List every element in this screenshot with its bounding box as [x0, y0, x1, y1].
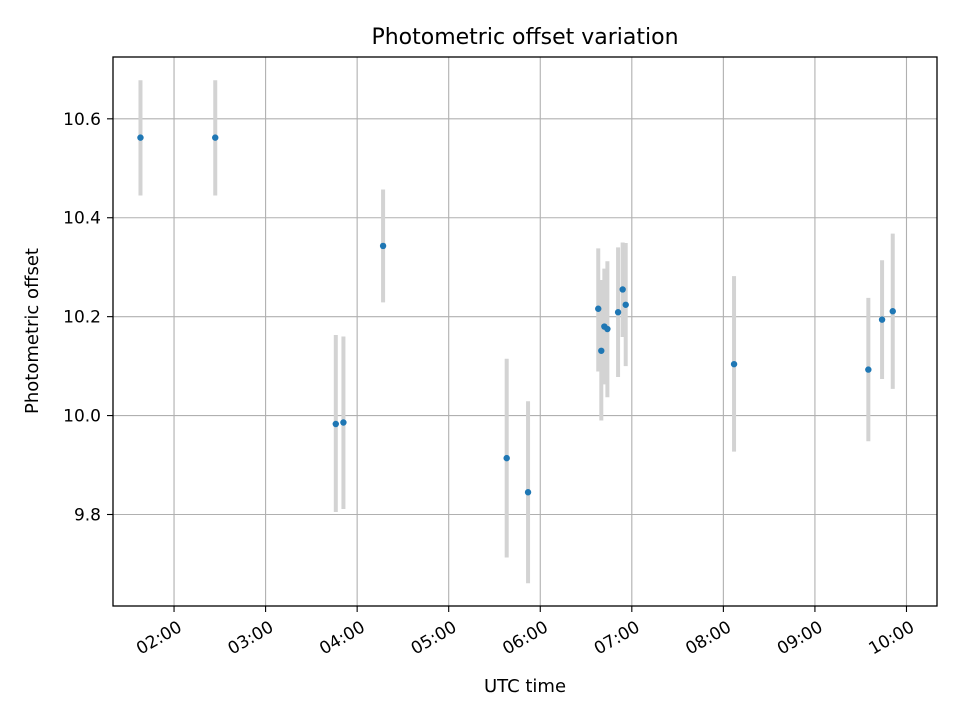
y-tick-label: 10.6 [63, 110, 101, 130]
data-point [595, 305, 602, 312]
data-point [212, 134, 219, 141]
y-axis-label: Photometric offset [22, 248, 43, 414]
y-tick-label: 10.2 [63, 308, 101, 328]
plot-area-frame [112, 56, 938, 607]
y-tick-label: 10.4 [63, 209, 101, 229]
x-axis-label: UTC time [484, 676, 566, 697]
y-tick-label: 9.8 [74, 506, 101, 526]
data-point [524, 489, 532, 496]
data-point [503, 454, 510, 462]
data-point [598, 347, 605, 354]
data-point [379, 242, 387, 250]
grid [113, 57, 937, 606]
data-point [619, 286, 626, 293]
data-point [332, 420, 339, 428]
y-axis: 9.8 10.0 10.2 10.4 10.6 [63, 110, 113, 526]
data-points [137, 134, 896, 496]
data-point [604, 325, 611, 333]
data-point [865, 366, 872, 373]
data-point [878, 316, 886, 323]
data-point [889, 308, 896, 315]
data-point [614, 309, 622, 316]
data-point [340, 419, 347, 426]
data-point [137, 134, 144, 141]
y-tick-label: 10.0 [63, 407, 101, 427]
data-point [622, 301, 629, 308]
data-point [730, 360, 738, 368]
chart-title: Photometric offset variation [371, 25, 678, 50]
